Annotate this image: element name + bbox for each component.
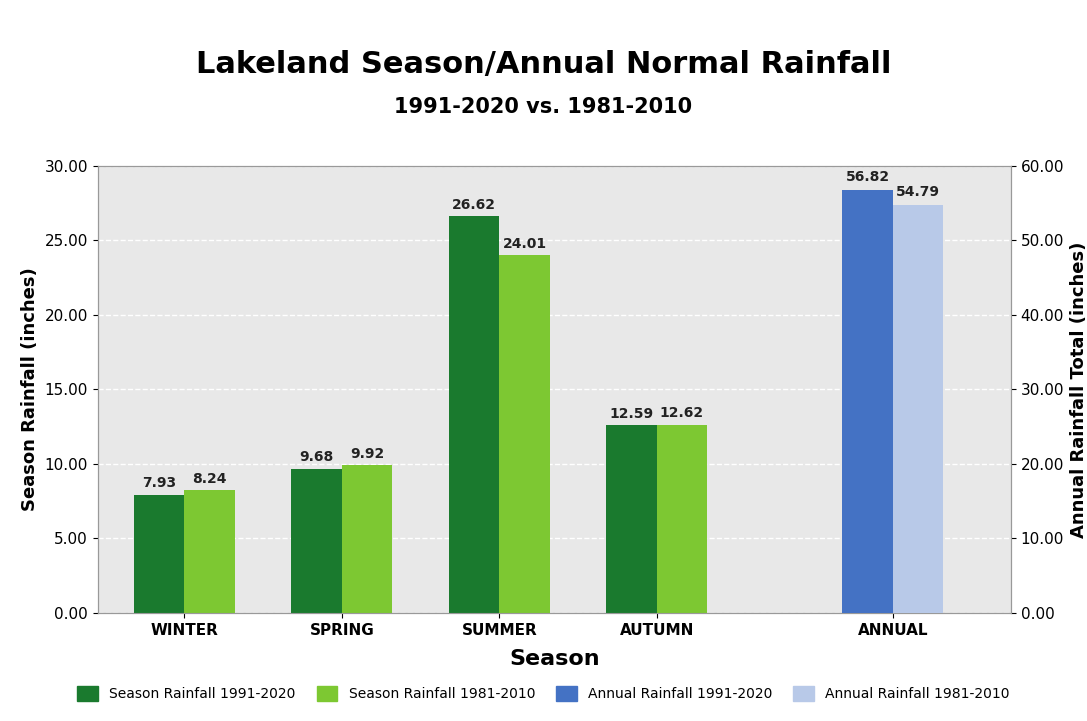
Text: 12.59: 12.59: [610, 407, 653, 421]
Text: 24.01: 24.01: [502, 236, 547, 251]
Text: 54.79: 54.79: [896, 185, 940, 200]
Bar: [842, 190, 892, 613]
Text: 9.92: 9.92: [350, 446, 384, 461]
Text: 8.24: 8.24: [192, 472, 227, 486]
Bar: [892, 205, 944, 613]
Bar: [607, 425, 657, 613]
Bar: [657, 425, 707, 613]
Text: 7.93: 7.93: [142, 476, 176, 490]
Bar: [185, 490, 235, 613]
Text: 1991-2020 vs. 1981-2010: 1991-2020 vs. 1981-2010: [395, 97, 692, 118]
Bar: [134, 495, 185, 613]
Text: 26.62: 26.62: [452, 198, 496, 212]
X-axis label: Season: Season: [509, 649, 600, 668]
Y-axis label: Season Rainfall (inches): Season Rainfall (inches): [21, 267, 39, 511]
Bar: [341, 465, 392, 613]
Bar: [291, 469, 341, 613]
Y-axis label: Annual Rainfall Total (inches): Annual Rainfall Total (inches): [1070, 241, 1087, 538]
Legend: Season Rainfall 1991-2020, Season Rainfall 1981-2010, Annual Rainfall 1991-2020,: Season Rainfall 1991-2020, Season Rainfa…: [72, 681, 1015, 707]
Text: Lakeland Season/Annual Normal Rainfall: Lakeland Season/Annual Normal Rainfall: [196, 50, 891, 79]
Text: 12.62: 12.62: [660, 407, 704, 420]
Bar: [499, 255, 550, 613]
Text: 56.82: 56.82: [846, 170, 890, 185]
Bar: [449, 216, 499, 613]
Text: 9.68: 9.68: [300, 450, 334, 464]
